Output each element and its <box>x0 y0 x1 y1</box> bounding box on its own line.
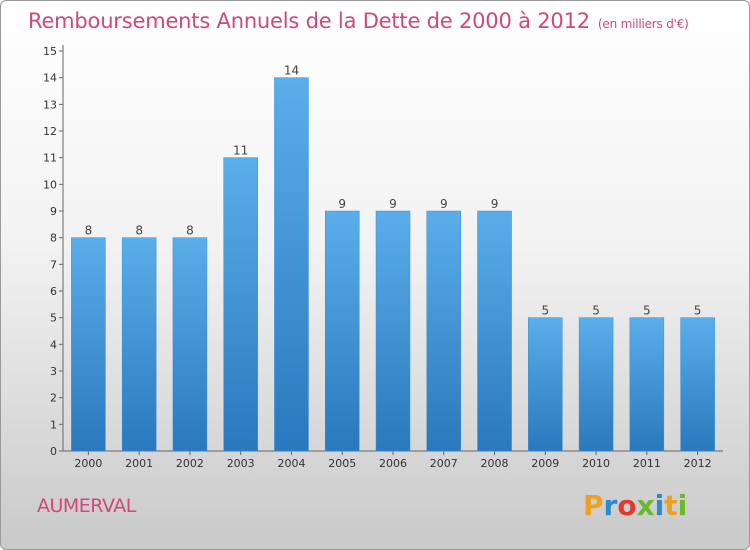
x-tick-label: 2003 <box>227 457 255 470</box>
y-tick-label: 15 <box>43 45 57 58</box>
chart-title: Remboursements Annuels de la Dette de 20… <box>28 9 689 33</box>
logo-letter: P <box>583 489 604 522</box>
bar <box>629 317 665 452</box>
data-label: 5 <box>694 304 702 318</box>
logo-letter: o <box>617 489 637 522</box>
y-tick-label: 13 <box>43 98 57 111</box>
y-tick-label: 8 <box>50 232 57 245</box>
x-tick-label: 2005 <box>328 457 356 470</box>
bar <box>274 77 309 452</box>
y-tick-label: 12 <box>43 125 57 138</box>
data-label: 9 <box>389 197 397 211</box>
x-tick-label: 2012 <box>684 457 712 470</box>
logo-letter: t <box>664 489 678 522</box>
y-tick-label: 5 <box>50 312 57 325</box>
place-name: AUMERVAL <box>37 495 136 517</box>
y-tick-label: 0 <box>50 445 57 458</box>
logo-letter: x <box>636 489 655 522</box>
data-label: 5 <box>643 304 651 318</box>
x-tick-label: 2001 <box>125 457 153 470</box>
y-tick-label: 9 <box>50 205 57 218</box>
data-label: 8 <box>186 224 194 238</box>
x-tick-label: 2011 <box>633 457 661 470</box>
bar <box>324 210 360 452</box>
data-label: 5 <box>592 304 600 318</box>
y-tick-label: 11 <box>43 152 57 165</box>
unit-note: (en milliers d'€) <box>597 17 689 31</box>
x-tick-label: 2010 <box>582 457 610 470</box>
bar <box>528 317 563 452</box>
bar <box>426 210 462 452</box>
y-tick-label: 10 <box>43 178 57 191</box>
y-tick-label: 1 <box>50 418 57 431</box>
data-label: 9 <box>338 197 346 211</box>
y-tick-label: 4 <box>50 338 57 351</box>
bar <box>578 317 614 452</box>
x-tick-label: 2009 <box>531 457 559 470</box>
bar <box>121 237 157 452</box>
data-label: 5 <box>541 304 549 318</box>
bar <box>71 237 106 452</box>
x-tick-label: 2007 <box>430 457 458 470</box>
data-label: 9 <box>440 197 448 211</box>
data-label: 8 <box>135 224 143 238</box>
bar <box>375 210 411 452</box>
y-tick-label: 3 <box>50 365 57 378</box>
data-label: 11 <box>233 144 248 158</box>
bar <box>172 237 208 452</box>
logo-letter: i <box>677 489 688 522</box>
bar <box>680 317 715 452</box>
x-tick-label: 2006 <box>379 457 407 470</box>
bar <box>477 210 512 452</box>
logo-letter: r <box>603 489 618 522</box>
chart-title-text: Remboursements Annuels de la Dette de 20… <box>28 9 590 33</box>
y-tick-label: 2 <box>50 392 57 405</box>
data-label: 8 <box>85 224 93 238</box>
x-tick-label: 2008 <box>481 457 509 470</box>
logo-letter: i <box>654 489 665 522</box>
data-label: 9 <box>491 197 499 211</box>
bars <box>71 77 715 452</box>
x-tick-label: 2002 <box>176 457 204 470</box>
bar <box>223 157 258 452</box>
y-tick-label: 6 <box>50 285 57 298</box>
y-tick-label: 14 <box>43 72 57 85</box>
y-tick-label: 7 <box>50 258 57 271</box>
data-label: 14 <box>284 64 299 78</box>
data-labels: 8 8 8 11 14 9 9 9 9 5 5 5 5 <box>85 64 702 318</box>
x-tick-label: 2000 <box>74 457 102 470</box>
proxiti-logo: Proxiti <box>583 489 687 522</box>
x-tick-label: 2004 <box>277 457 305 470</box>
